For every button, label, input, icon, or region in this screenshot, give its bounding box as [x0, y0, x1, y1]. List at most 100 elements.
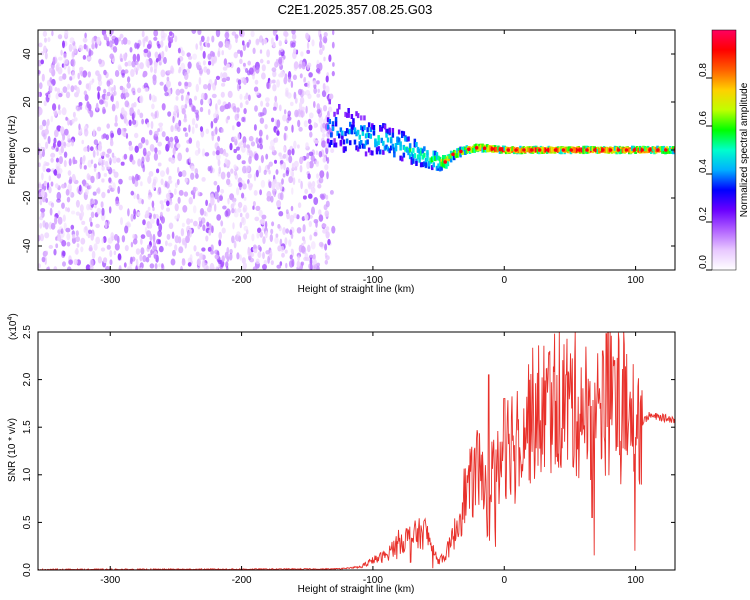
noise-speckle — [283, 76, 288, 85]
noise-speckle — [128, 140, 132, 147]
signal-cell — [653, 149, 656, 155]
signal-cell — [459, 152, 462, 158]
noise-speckle — [96, 37, 101, 45]
signal-cell — [413, 138, 417, 144]
noise-speckle — [174, 244, 178, 252]
noise-speckle — [239, 221, 242, 229]
noise-speckle — [260, 100, 264, 107]
noise-speckle — [71, 173, 76, 183]
noise-speckle — [61, 183, 66, 189]
noise-speckle — [121, 39, 124, 45]
noise-speckle — [306, 41, 310, 50]
signal-cell — [512, 146, 516, 152]
noise-speckle — [311, 180, 316, 188]
noise-speckle — [85, 83, 90, 90]
noise-speckle — [276, 119, 281, 128]
signal-cell — [557, 147, 560, 153]
noise-speckle — [105, 101, 109, 108]
noise-speckle — [142, 70, 148, 77]
noise-speckle — [82, 37, 88, 43]
noise-speckle — [313, 87, 318, 94]
noise-speckle — [140, 238, 143, 245]
noise-speckle — [291, 258, 295, 267]
signal-cell — [364, 140, 368, 146]
noise-speckle — [236, 252, 240, 260]
signal-cell — [662, 145, 666, 151]
signal-cell — [367, 147, 371, 153]
noise-speckle — [149, 263, 155, 269]
noise-speckle — [64, 30, 69, 38]
signal-cell — [339, 127, 343, 133]
noise-speckle — [197, 191, 200, 197]
noise-speckle — [232, 105, 237, 113]
noise-speckle — [264, 220, 268, 229]
noise-speckle — [82, 73, 87, 78]
noise-speckle — [263, 38, 267, 45]
signal-cell — [528, 147, 532, 153]
noise-speckle — [255, 38, 260, 46]
noise-speckle — [108, 85, 111, 93]
noise-speckle — [125, 132, 129, 139]
noise-speckle — [239, 93, 243, 100]
signal-cell — [519, 145, 522, 151]
noise-speckle — [307, 80, 311, 89]
noise-speckle — [47, 266, 51, 270]
signal-cell — [628, 147, 631, 153]
noise-speckle — [121, 127, 124, 136]
noise-speckle — [54, 87, 58, 92]
noise-speckle — [329, 93, 334, 100]
noise-speckle — [200, 35, 205, 42]
noise-speckle — [113, 171, 119, 178]
noise-speckle — [62, 86, 68, 93]
signal-cell — [432, 162, 435, 168]
noise-speckle — [132, 233, 136, 239]
noise-speckle — [188, 156, 192, 163]
signal-cell — [333, 111, 336, 117]
noise-speckle — [214, 78, 217, 86]
signal-cell — [350, 129, 354, 135]
noise-speckle — [73, 258, 78, 266]
noise-speckle — [265, 134, 269, 141]
noise-speckle — [139, 254, 143, 262]
signal-cell — [462, 149, 465, 155]
signal-cell — [517, 147, 521, 153]
noise-speckle — [268, 181, 272, 188]
noise-speckle — [242, 165, 247, 174]
noise-speckle — [257, 227, 262, 234]
noise-speckle — [137, 158, 142, 167]
signal-cell — [390, 138, 393, 144]
signal-peak-dot — [451, 152, 455, 157]
noise-speckle — [257, 244, 261, 251]
x-tick-label: -200 — [232, 275, 252, 286]
noise-speckle — [255, 91, 260, 96]
signal-cell — [358, 134, 361, 140]
noise-speckle — [221, 227, 226, 234]
signal-cell — [355, 111, 358, 117]
noise-speckle — [69, 76, 73, 81]
noise-speckle — [237, 49, 241, 54]
noise-speckle — [318, 209, 322, 216]
noise-speckle — [66, 232, 71, 241]
signal-cell — [505, 146, 508, 152]
noise-speckle — [137, 87, 142, 94]
noise-speckle — [148, 129, 153, 136]
noise-speckle — [284, 249, 288, 254]
noise-speckle — [190, 172, 195, 180]
noise-speckle — [145, 256, 150, 263]
signal-cell — [672, 146, 675, 152]
noise-speckle — [297, 255, 300, 262]
noise-speckle — [276, 264, 282, 269]
noise-speckle — [297, 144, 300, 149]
noise-speckle — [311, 206, 315, 215]
noise-speckle — [147, 194, 152, 200]
signal-cell — [542, 148, 546, 154]
noise-speckle — [239, 254, 242, 261]
snr-frame — [37, 331, 676, 571]
signal-cell — [347, 108, 350, 113]
signal-cell — [367, 133, 371, 139]
signal-cell — [372, 130, 376, 136]
noise-speckle — [159, 211, 163, 218]
signal-peak-dot — [640, 148, 644, 152]
noise-speckle — [247, 60, 251, 66]
